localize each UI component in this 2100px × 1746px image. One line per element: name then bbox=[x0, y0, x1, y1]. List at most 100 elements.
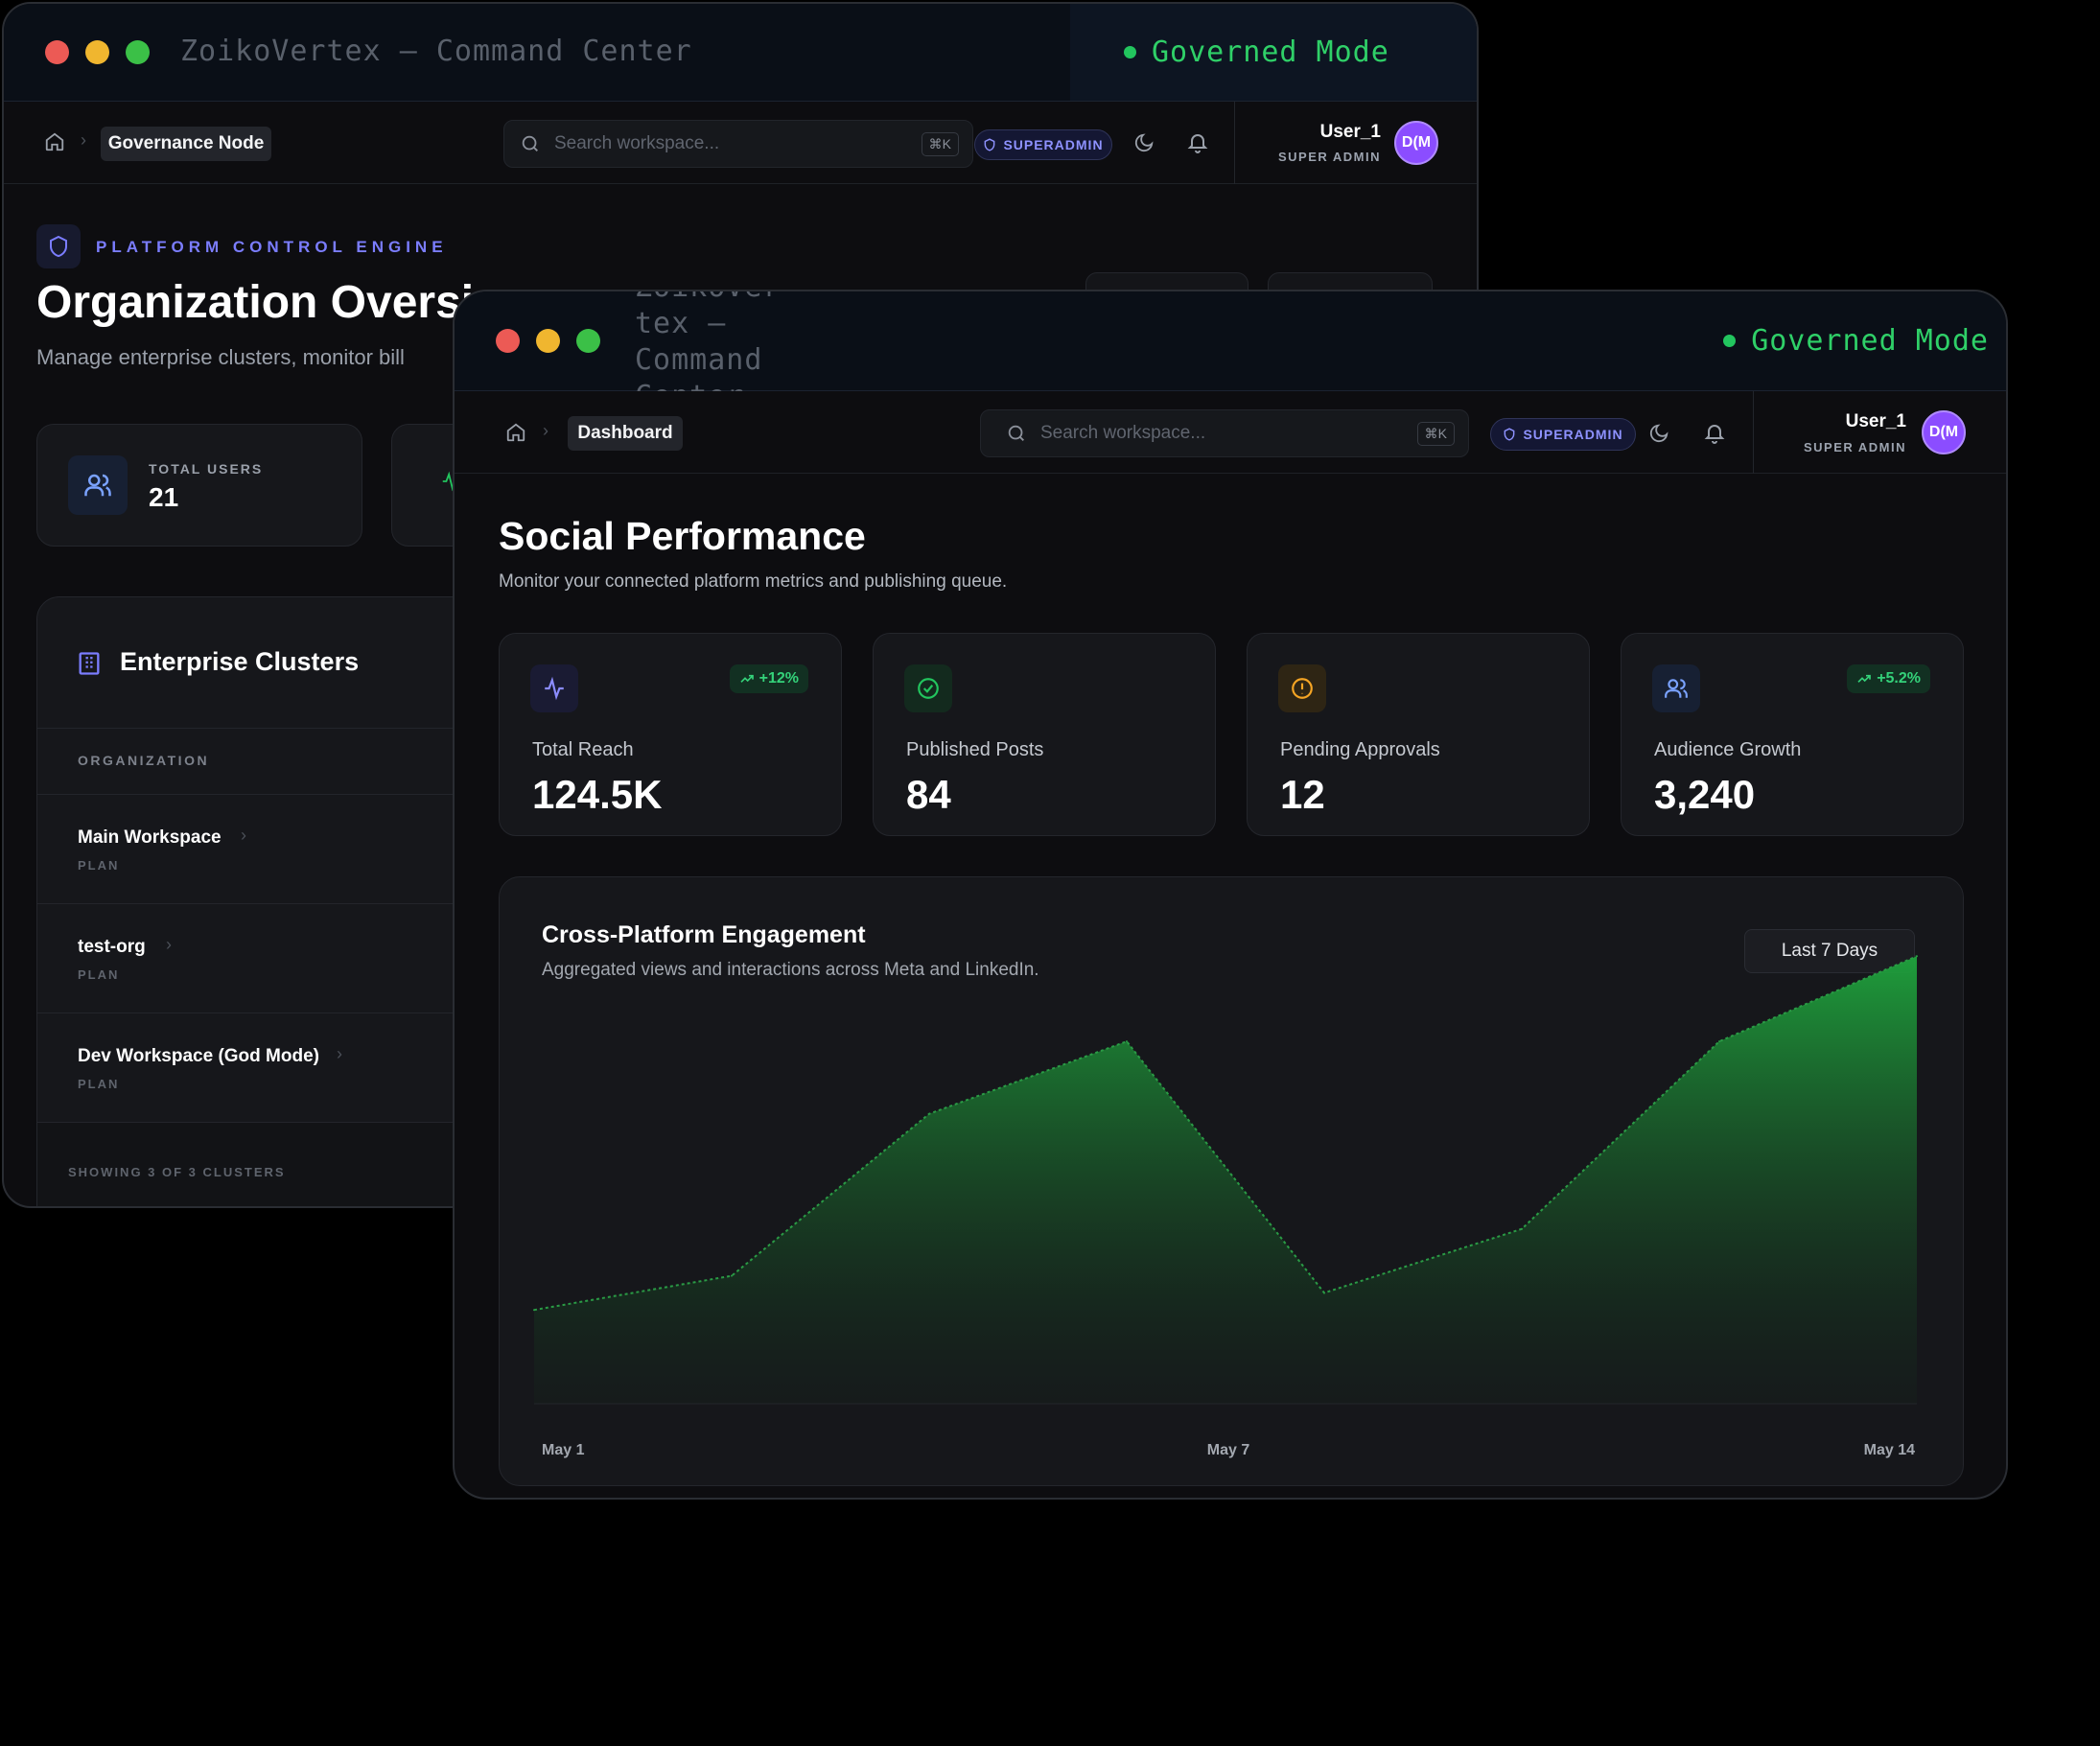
users-icon-box bbox=[68, 455, 128, 515]
superadmin-badge-label: SUPERADMIN bbox=[1003, 137, 1104, 152]
users-icon bbox=[1665, 679, 1688, 698]
stat-card-published-posts: Published Posts 84 bbox=[873, 633, 1216, 836]
shield-icon-box bbox=[36, 224, 81, 268]
avatar[interactable]: D(M bbox=[1922, 410, 1966, 454]
governed-mode-indicator: Governed Mode bbox=[1723, 291, 1989, 390]
stat-label: Total Reach bbox=[532, 739, 634, 760]
window-title-line: ZoikoVer bbox=[635, 291, 782, 304]
plan-label: PLAN bbox=[78, 1077, 120, 1091]
window-titlebar: ZoikoVertex — Command Center Governed Mo… bbox=[4, 4, 1477, 102]
stat-card-pending-approvals: Pending Approvals 12 bbox=[1247, 633, 1590, 836]
social-dashboard-window: ZoikoVer tex — Command Center Governed M… bbox=[453, 290, 2008, 1500]
organization-name[interactable]: Dev Workspace (God Mode) bbox=[78, 1046, 319, 1066]
shield-icon bbox=[50, 235, 67, 258]
governed-mode-label: Governed Mode bbox=[1152, 35, 1389, 69]
close-window-button[interactable] bbox=[45, 40, 69, 64]
activity-icon bbox=[545, 676, 564, 701]
close-window-button[interactable] bbox=[496, 329, 520, 353]
divider bbox=[1753, 391, 1754, 474]
total-users-value: 21 bbox=[149, 482, 179, 512]
area-series bbox=[534, 956, 1917, 1404]
enterprise-clusters-title: Enterprise Clusters bbox=[120, 647, 360, 676]
user-role: SUPER ADMIN bbox=[1803, 440, 1906, 454]
maximize-window-button[interactable] bbox=[576, 329, 600, 353]
status-dot bbox=[1124, 46, 1136, 58]
avatar[interactable]: D(M bbox=[1394, 121, 1438, 165]
check-circle-icon-box bbox=[904, 664, 952, 712]
chart-title: Cross-Platform Engagement bbox=[542, 921, 866, 948]
top-navigation-bar: › Dashboard Search workspace... ⌘K SUPER… bbox=[455, 391, 2006, 474]
search-icon bbox=[522, 135, 538, 151]
home-icon[interactable] bbox=[505, 422, 526, 443]
stat-value: 124.5K bbox=[532, 772, 663, 817]
search-input[interactable]: Search workspace... ⌘K bbox=[980, 409, 1469, 457]
stat-card-audience-growth: +5.2% Audience Growth 3,240 bbox=[1621, 633, 1964, 836]
window-title: ZoikoVertex — Command Center bbox=[180, 35, 692, 68]
minimize-window-button[interactable] bbox=[85, 40, 109, 64]
search-shortcut: ⌘K bbox=[921, 131, 959, 156]
chart-data-point bbox=[928, 1112, 930, 1115]
superadmin-badge: SUPERADMIN bbox=[974, 129, 1112, 160]
dark-mode-moon-icon[interactable] bbox=[1133, 132, 1155, 153]
chart-data-point bbox=[1323, 1292, 1325, 1294]
shield-icon bbox=[985, 138, 995, 151]
chart-data-point bbox=[1916, 955, 1918, 958]
chart-data-point bbox=[1521, 1227, 1523, 1230]
chart-subtitle: Aggregated views and interactions across… bbox=[542, 960, 1039, 980]
user-role: SUPER ADMIN bbox=[1277, 150, 1381, 164]
chart-data-point bbox=[533, 1309, 535, 1312]
stat-value: 3,240 bbox=[1654, 772, 1756, 817]
total-users-card: TOTAL USERS 21 bbox=[36, 424, 362, 547]
building-icon bbox=[79, 652, 100, 675]
window-title-line: Command bbox=[635, 343, 763, 377]
column-header-organization: ORGANIZATION bbox=[78, 753, 210, 768]
trending-up-icon bbox=[1857, 674, 1872, 683]
plan-label: PLAN bbox=[78, 858, 120, 873]
stat-card-total-reach: +12% Total Reach 124.5K bbox=[499, 633, 842, 836]
home-icon[interactable] bbox=[44, 131, 65, 152]
trend-value: +5.2% bbox=[1877, 670, 1921, 687]
engagement-chart-card: Cross-Platform Engagement Aggregated vie… bbox=[499, 876, 1964, 1486]
page-title: Organization Oversi bbox=[36, 277, 475, 328]
page-title: Social Performance bbox=[499, 514, 866, 558]
divider bbox=[1234, 102, 1235, 184]
chart-data-point bbox=[731, 1274, 733, 1277]
breadcrumb-separator-icon: › bbox=[543, 421, 548, 440]
trend-value: +12% bbox=[758, 670, 799, 687]
organization-name[interactable]: test-org bbox=[78, 937, 146, 957]
chevron-right-icon: › bbox=[241, 826, 246, 845]
stat-label: Pending Approvals bbox=[1280, 739, 1440, 760]
x-tick-label: May 14 bbox=[1864, 1442, 1915, 1458]
search-placeholder: Search workspace... bbox=[554, 133, 720, 153]
date-range-select[interactable]: Last 7 Days bbox=[1744, 929, 1915, 973]
page-subtitle: Manage enterprise clusters, monitor bill bbox=[36, 345, 405, 369]
notifications-bell-icon[interactable] bbox=[1186, 130, 1209, 153]
governed-mode-label: Governed Mode bbox=[1751, 324, 1989, 358]
shield-icon bbox=[1505, 428, 1515, 441]
search-shortcut: ⌘K bbox=[1416, 421, 1455, 446]
breadcrumb-current[interactable]: Governance Node bbox=[101, 127, 271, 161]
x-tick-label: May 1 bbox=[542, 1442, 585, 1458]
superadmin-badge-label: SUPERADMIN bbox=[1523, 427, 1623, 442]
chevron-right-icon: › bbox=[166, 935, 172, 954]
trending-up-icon bbox=[740, 674, 754, 683]
superadmin-badge: SUPERADMIN bbox=[1490, 418, 1636, 451]
top-navigation-bar: › Governance Node Search workspace... ⌘K… bbox=[4, 102, 1477, 184]
breadcrumb-current[interactable]: Dashboard bbox=[568, 416, 683, 451]
notifications-bell-icon[interactable] bbox=[1703, 421, 1726, 444]
stat-label: Published Posts bbox=[906, 739, 1044, 760]
chart-data-point bbox=[1126, 1040, 1128, 1043]
cluster-count: SHOWING 3 OF 3 CLUSTERS bbox=[68, 1165, 286, 1179]
page-subtitle: Monitor your connected platform metrics … bbox=[499, 571, 1008, 592]
window-title: ZoikoVer tex — Command Center bbox=[635, 291, 817, 391]
window-title-line: tex — bbox=[635, 307, 727, 340]
status-dot bbox=[1723, 335, 1737, 347]
organization-name[interactable]: Main Workspace bbox=[78, 827, 222, 848]
minimize-window-button[interactable] bbox=[536, 329, 560, 353]
chevron-right-icon: › bbox=[337, 1044, 342, 1063]
total-users-label: TOTAL USERS bbox=[149, 461, 264, 477]
window-titlebar: ZoikoVer tex — Command Center Governed M… bbox=[455, 291, 2006, 391]
maximize-window-button[interactable] bbox=[126, 40, 150, 64]
search-input[interactable]: Search workspace... ⌘K bbox=[503, 120, 973, 168]
dark-mode-moon-icon[interactable] bbox=[1648, 423, 1669, 444]
